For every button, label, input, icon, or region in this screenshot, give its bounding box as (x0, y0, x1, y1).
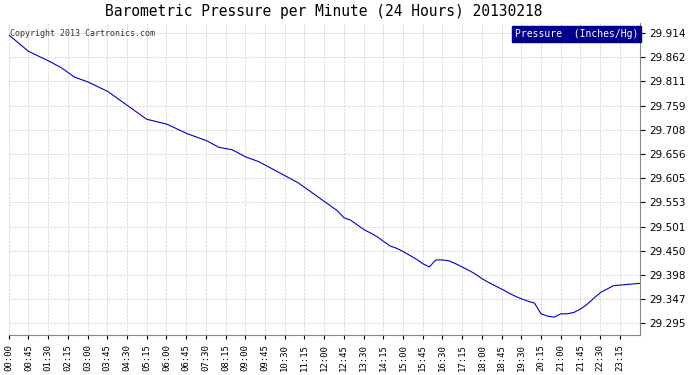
Title: Barometric Pressure per Minute (24 Hours) 20130218: Barometric Pressure per Minute (24 Hours… (106, 4, 543, 19)
Text: Pressure  (Inches/Hg): Pressure (Inches/Hg) (515, 29, 638, 39)
Text: Copyright 2013 Cartronics.com: Copyright 2013 Cartronics.com (10, 29, 155, 38)
